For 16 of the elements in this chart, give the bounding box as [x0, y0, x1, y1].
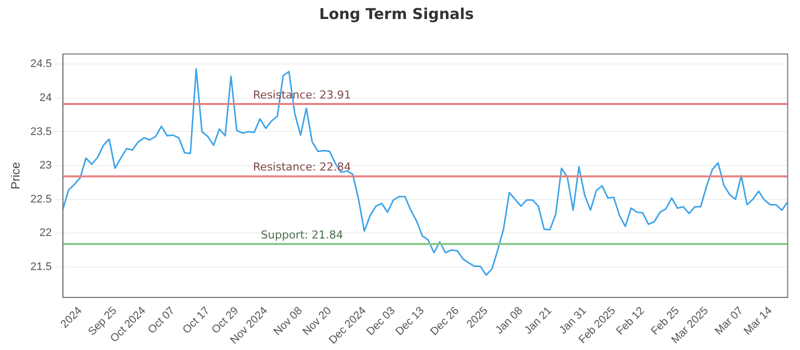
- y-tick-label: 23.5: [30, 126, 52, 138]
- x-tick-label: Oct 07: [146, 304, 178, 336]
- x-tick-label: Feb 12: [614, 304, 647, 338]
- y-tick-label: 21.5: [30, 260, 52, 273]
- y-tick-label: 24: [40, 92, 52, 104]
- y-tick-label: 24.5: [30, 58, 52, 70]
- y-tick-label: 22.5: [30, 193, 52, 206]
- y-axis-title: Price: [8, 162, 23, 190]
- ref-line-label: Support: 21.84: [260, 228, 344, 242]
- x-tick-label: Mar 14: [742, 304, 775, 338]
- x-tick-label: Dec 26: [428, 304, 462, 338]
- chart-title: Long Term Signals: [319, 4, 474, 23]
- y-tick-label: 23: [40, 160, 52, 172]
- x-tick-label: Oct 17: [180, 304, 212, 336]
- y-tick-label: 22: [40, 227, 52, 240]
- x-tick-label: Dec 13: [393, 304, 427, 338]
